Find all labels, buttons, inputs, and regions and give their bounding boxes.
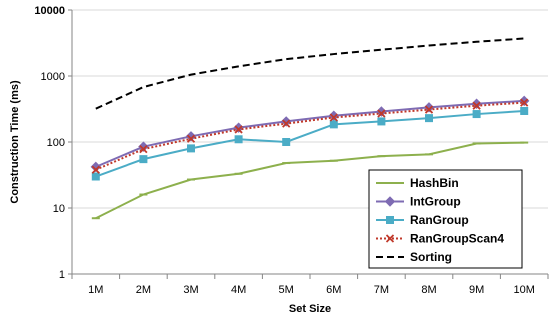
data-point-rangroup [187,144,195,153]
y-tick-label: 100 [47,137,65,149]
data-point-rangroup [139,155,148,164]
marker-stroke [520,98,529,107]
data-point-rangroup [425,114,433,123]
x-tick-label: 9M [469,284,484,296]
data-point-rangroupscan4 [139,144,148,154]
data-point-rangroup [329,120,338,129]
data-point-rangroupscan4 [329,113,338,122]
legend-marker-intgroup [384,196,396,207]
series-hashbin [91,141,529,220]
data-point-rangroupscan4 [91,165,100,174]
series-line-sorting [95,37,525,110]
x-tick-label: 8M [421,284,436,296]
x-tick-label: 4M [231,284,246,296]
marker-stroke [282,119,291,128]
legend-entry-sorting: Sorting [376,250,452,264]
data-point-rangroup [520,106,529,115]
series-intgroup [90,95,530,173]
data-point-rangroupscan4 [282,119,291,128]
marker-stroke [385,234,395,243]
legend-label-sorting: Sorting [410,250,452,264]
series-line-rangroupscan4 [95,101,525,171]
y-tick-label: 1000 [41,71,65,83]
data-point-rangroup [282,138,291,146]
y-tick-label: 10 [53,203,65,215]
y-tick-label: 1 [59,269,65,281]
data-point-rangroup [472,110,481,119]
marker-stroke [91,165,100,174]
marker-stroke [329,113,338,122]
series-lines [90,37,530,220]
series-sorting [95,37,525,110]
series-line-intgroup [95,99,525,168]
data-point-rangroup [91,172,100,181]
marker-stroke [234,125,243,134]
data-point-rangroupscan4 [472,101,481,110]
legend-marker-rangroup [386,216,394,224]
legend-label-rangroup: RanGroup [410,213,469,227]
marker-stroke [377,109,386,118]
data-point-rangroup [234,135,243,144]
data-point-intgroup [518,95,530,107]
x-tick-label: 2M [136,284,151,296]
legend-entry-rangroup: RanGroup [376,213,469,227]
series-line-hashbin [95,141,525,220]
marker-stroke [424,105,434,114]
series-line-rangroup [95,109,525,178]
legend-entry-rangroupscan4: RanGroupScan4 [376,232,504,246]
x-tick-label: 10M [513,284,534,296]
data-point-rangroupscan4 [186,134,196,143]
legend-label-intgroup: IntGroup [410,195,461,209]
data-point-intgroup [90,161,102,173]
legend-label-hashbin: HashBin [410,176,459,190]
data-point-rangroup [377,117,386,126]
data-point-rangroupscan4 [234,125,243,134]
axes [68,9,549,279]
legend-entry-intgroup: IntGroup [376,195,461,209]
x-tick-label: 5M [279,284,294,296]
y-axis-title: Construction Time (ms) [9,80,21,204]
x-tick-label: 6M [326,284,341,296]
x-tick-label: 7M [374,284,389,296]
x-tick-label: 3M [183,284,198,296]
x-axis-title: Set Size [289,303,331,315]
tick-labels: 1 10 100 1000 10000 1M 2M 3M 4M 5M 6M 7M 8M 9M 10M [34,5,534,296]
series-rangroup [91,106,529,181]
y-tick-label: 10000 [34,5,65,17]
marker-stroke [472,101,481,110]
legend-marker-rangroupscan4 [385,234,395,243]
legend-label-rangroupscan4: RanGroupScan4 [410,232,504,246]
data-point-rangroupscan4 [377,109,386,118]
data-point-rangroupscan4 [424,105,434,114]
series-rangroupscan4 [91,98,529,174]
x-tick-label: 1M [88,284,103,296]
data-point-rangroupscan4 [520,98,529,107]
marker-stroke [139,144,148,154]
legend: HashBin IntGroup RanGroup RanGroupScan4 Sort… [368,169,523,269]
legend-entry-hashbin: HashBin [376,176,459,190]
marker-stroke [186,134,196,143]
